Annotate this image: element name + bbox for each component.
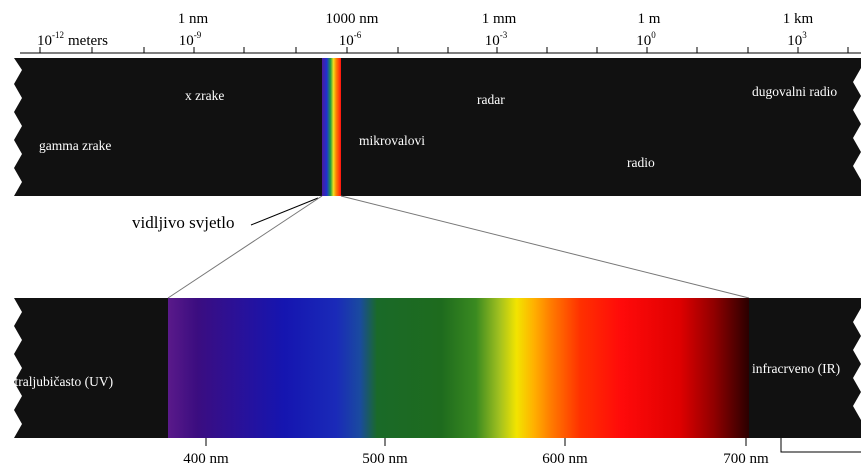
tick-power-1nm: 10-9: [179, 30, 202, 49]
visible-gradient: [168, 298, 749, 438]
label-uv: ultraljubičasto (UV): [4, 374, 113, 389]
callout-pointer: [250, 197, 319, 226]
nm-axis: [205, 438, 861, 453]
zoom-line-right: [340, 195, 750, 299]
label-mikrovalovi: mikrovalovi: [359, 133, 425, 148]
visible-light-callout: vidljivo svjetlo: [132, 195, 750, 299]
label-vidljivo-svjetlo: vidljivo svjetlo: [132, 213, 234, 232]
tick-name-1000nm: 1000 nm: [326, 11, 379, 27]
tick-power-1km: 103: [787, 30, 807, 49]
tick-power-1m: 100: [636, 30, 656, 49]
label-radio: radio: [627, 155, 655, 170]
zoom-line-left: [167, 195, 323, 299]
nm-label-500: 500 nm: [362, 451, 408, 467]
tick-name-1m: 1 m: [638, 11, 661, 27]
tick-name-1km: 1 km: [783, 11, 814, 27]
tick-power-1000nm: 10-6: [339, 30, 362, 49]
ir-region: [749, 298, 861, 438]
label-radar: radar: [477, 92, 505, 107]
tick-power-1mm: 10-3: [485, 30, 508, 49]
tick-name-1mm: 1 mm: [482, 11, 517, 27]
tick-name-1nm: 1 nm: [178, 11, 209, 27]
scale-meters-label: 10-12 meters: [37, 30, 108, 49]
label-dugovalni-radio: dugovalni radio: [752, 84, 837, 99]
bracket-mark: [780, 438, 861, 453]
label-gamma-zrake: gamma zrake: [39, 138, 111, 153]
visible-strip: [322, 58, 341, 196]
nm-label-600: 600 nm: [542, 451, 588, 467]
label-x-zrake: x zrake: [185, 88, 224, 103]
scale-minor-ticks: [39, 47, 849, 53]
label-ir: infracrveno (IR): [752, 361, 840, 376]
em-band-shape: [14, 58, 861, 196]
visible-spectrum-band: ultraljubičasto (UV) infracrveno (IR): [4, 298, 861, 438]
uv-region: [14, 298, 170, 438]
nm-label-700: 700 nm: [723, 451, 769, 467]
nm-label-400: 400 nm: [183, 451, 229, 467]
wavelength-scale: 10-12 meters 1 nm 10-9 1000 nm 10-6 1 mm …: [20, 11, 861, 54]
em-spectrum-band: x zrake gamma zrake mikrovalovi radar ra…: [14, 58, 861, 196]
